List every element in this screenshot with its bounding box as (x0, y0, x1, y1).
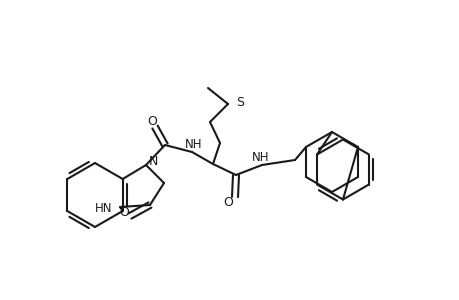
Text: O: O (223, 196, 232, 209)
Text: HN: HN (94, 202, 112, 214)
Text: O: O (119, 206, 129, 218)
Text: N: N (149, 154, 158, 167)
Text: NH: NH (252, 151, 269, 164)
Text: NH: NH (185, 137, 202, 151)
Text: O: O (147, 115, 157, 128)
Text: S: S (235, 95, 243, 109)
